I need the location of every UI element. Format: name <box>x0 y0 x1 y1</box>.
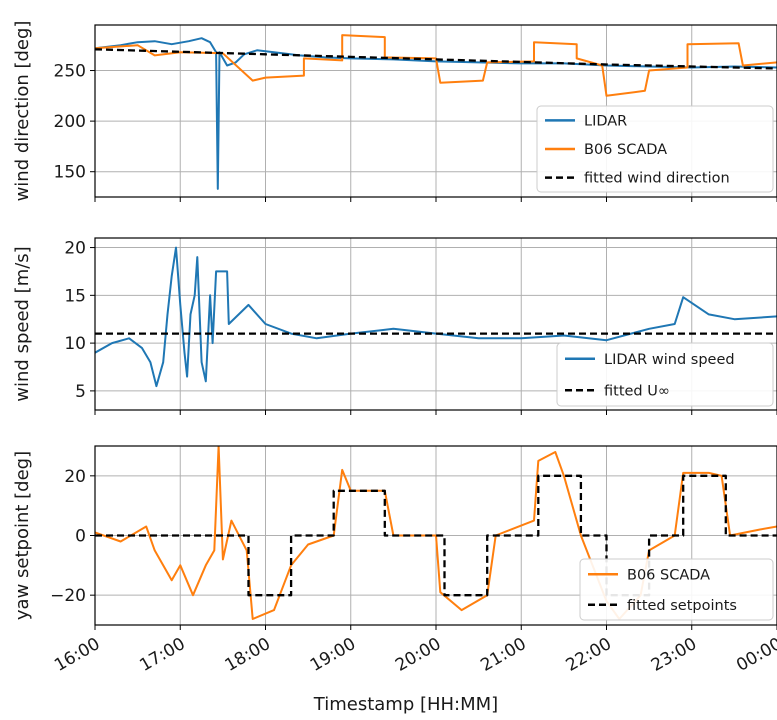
y-tick-label: 15 <box>64 286 86 306</box>
panel-3: −20 0 20 yaw setpoint [deg] B06 SCADA fitted … <box>12 445 777 630</box>
x-tick-label: 21:00 <box>477 634 529 676</box>
x-tick-label: 19:00 <box>307 634 359 676</box>
x-tick-label: 17:00 <box>136 634 188 676</box>
y-tick-label: 10 <box>64 334 86 354</box>
x-tick-label: 23:00 <box>648 634 700 676</box>
y-tick-label: −20 <box>50 586 86 606</box>
y-tick-label: 20 <box>64 239 86 259</box>
legend: LIDAR wind speed fitted U∞ <box>556 342 774 407</box>
legend-label: LIDAR wind speed <box>604 352 735 368</box>
panel-1: 150 200 250 wind direction [deg] LIDAR B06 SC… <box>12 21 777 202</box>
x-tick-label: 20:00 <box>392 634 444 676</box>
legend-label: fitted setpoints <box>627 598 737 614</box>
legend-label: fitted U∞ <box>604 383 670 399</box>
series-line-3 <box>95 48 777 70</box>
y-axis-label: wind speed [m/s] <box>12 246 33 401</box>
y-tick-label: 200 <box>54 112 86 132</box>
legend-box <box>579 558 774 621</box>
legend-label: LIDAR <box>584 113 627 129</box>
y-axis-label: yaw setpoint [deg] <box>12 451 33 620</box>
series-line-2 <box>95 34 777 97</box>
y-tick-label: 0 <box>75 527 86 547</box>
x-tick-label: 18:00 <box>222 634 274 676</box>
y-tick-label: 150 <box>54 163 86 183</box>
legend-box <box>536 105 774 193</box>
x-axis-label: Timestamp [HH:MM] <box>313 694 498 715</box>
series-line-2 <box>95 474 777 597</box>
legend: LIDAR B06 SCADA fitted wind direction <box>536 105 774 193</box>
legend: B06 SCADA fitted setpoints <box>579 558 774 621</box>
legend-label: fitted wind direction <box>584 171 730 187</box>
x-tick-label: 16:00 <box>51 634 103 676</box>
y-axis-label: wind direction [deg] <box>12 21 33 202</box>
panel-2: 5 10 15 20 wind speed [m/s] LIDAR wind speed f… <box>12 237 777 415</box>
legend-box <box>556 342 774 407</box>
series-line-1 <box>95 246 777 388</box>
y-tick-label: 250 <box>54 62 86 82</box>
x-tick-label: 22:00 <box>563 634 615 676</box>
legend-label: B06 SCADA <box>584 142 667 158</box>
series-line-1 <box>95 37 777 190</box>
y-tick-label: 5 <box>75 382 86 402</box>
y-tick-label: 20 <box>64 467 86 487</box>
x-tick-label: 00:00 <box>733 634 777 676</box>
legend-label: B06 SCADA <box>627 567 710 583</box>
